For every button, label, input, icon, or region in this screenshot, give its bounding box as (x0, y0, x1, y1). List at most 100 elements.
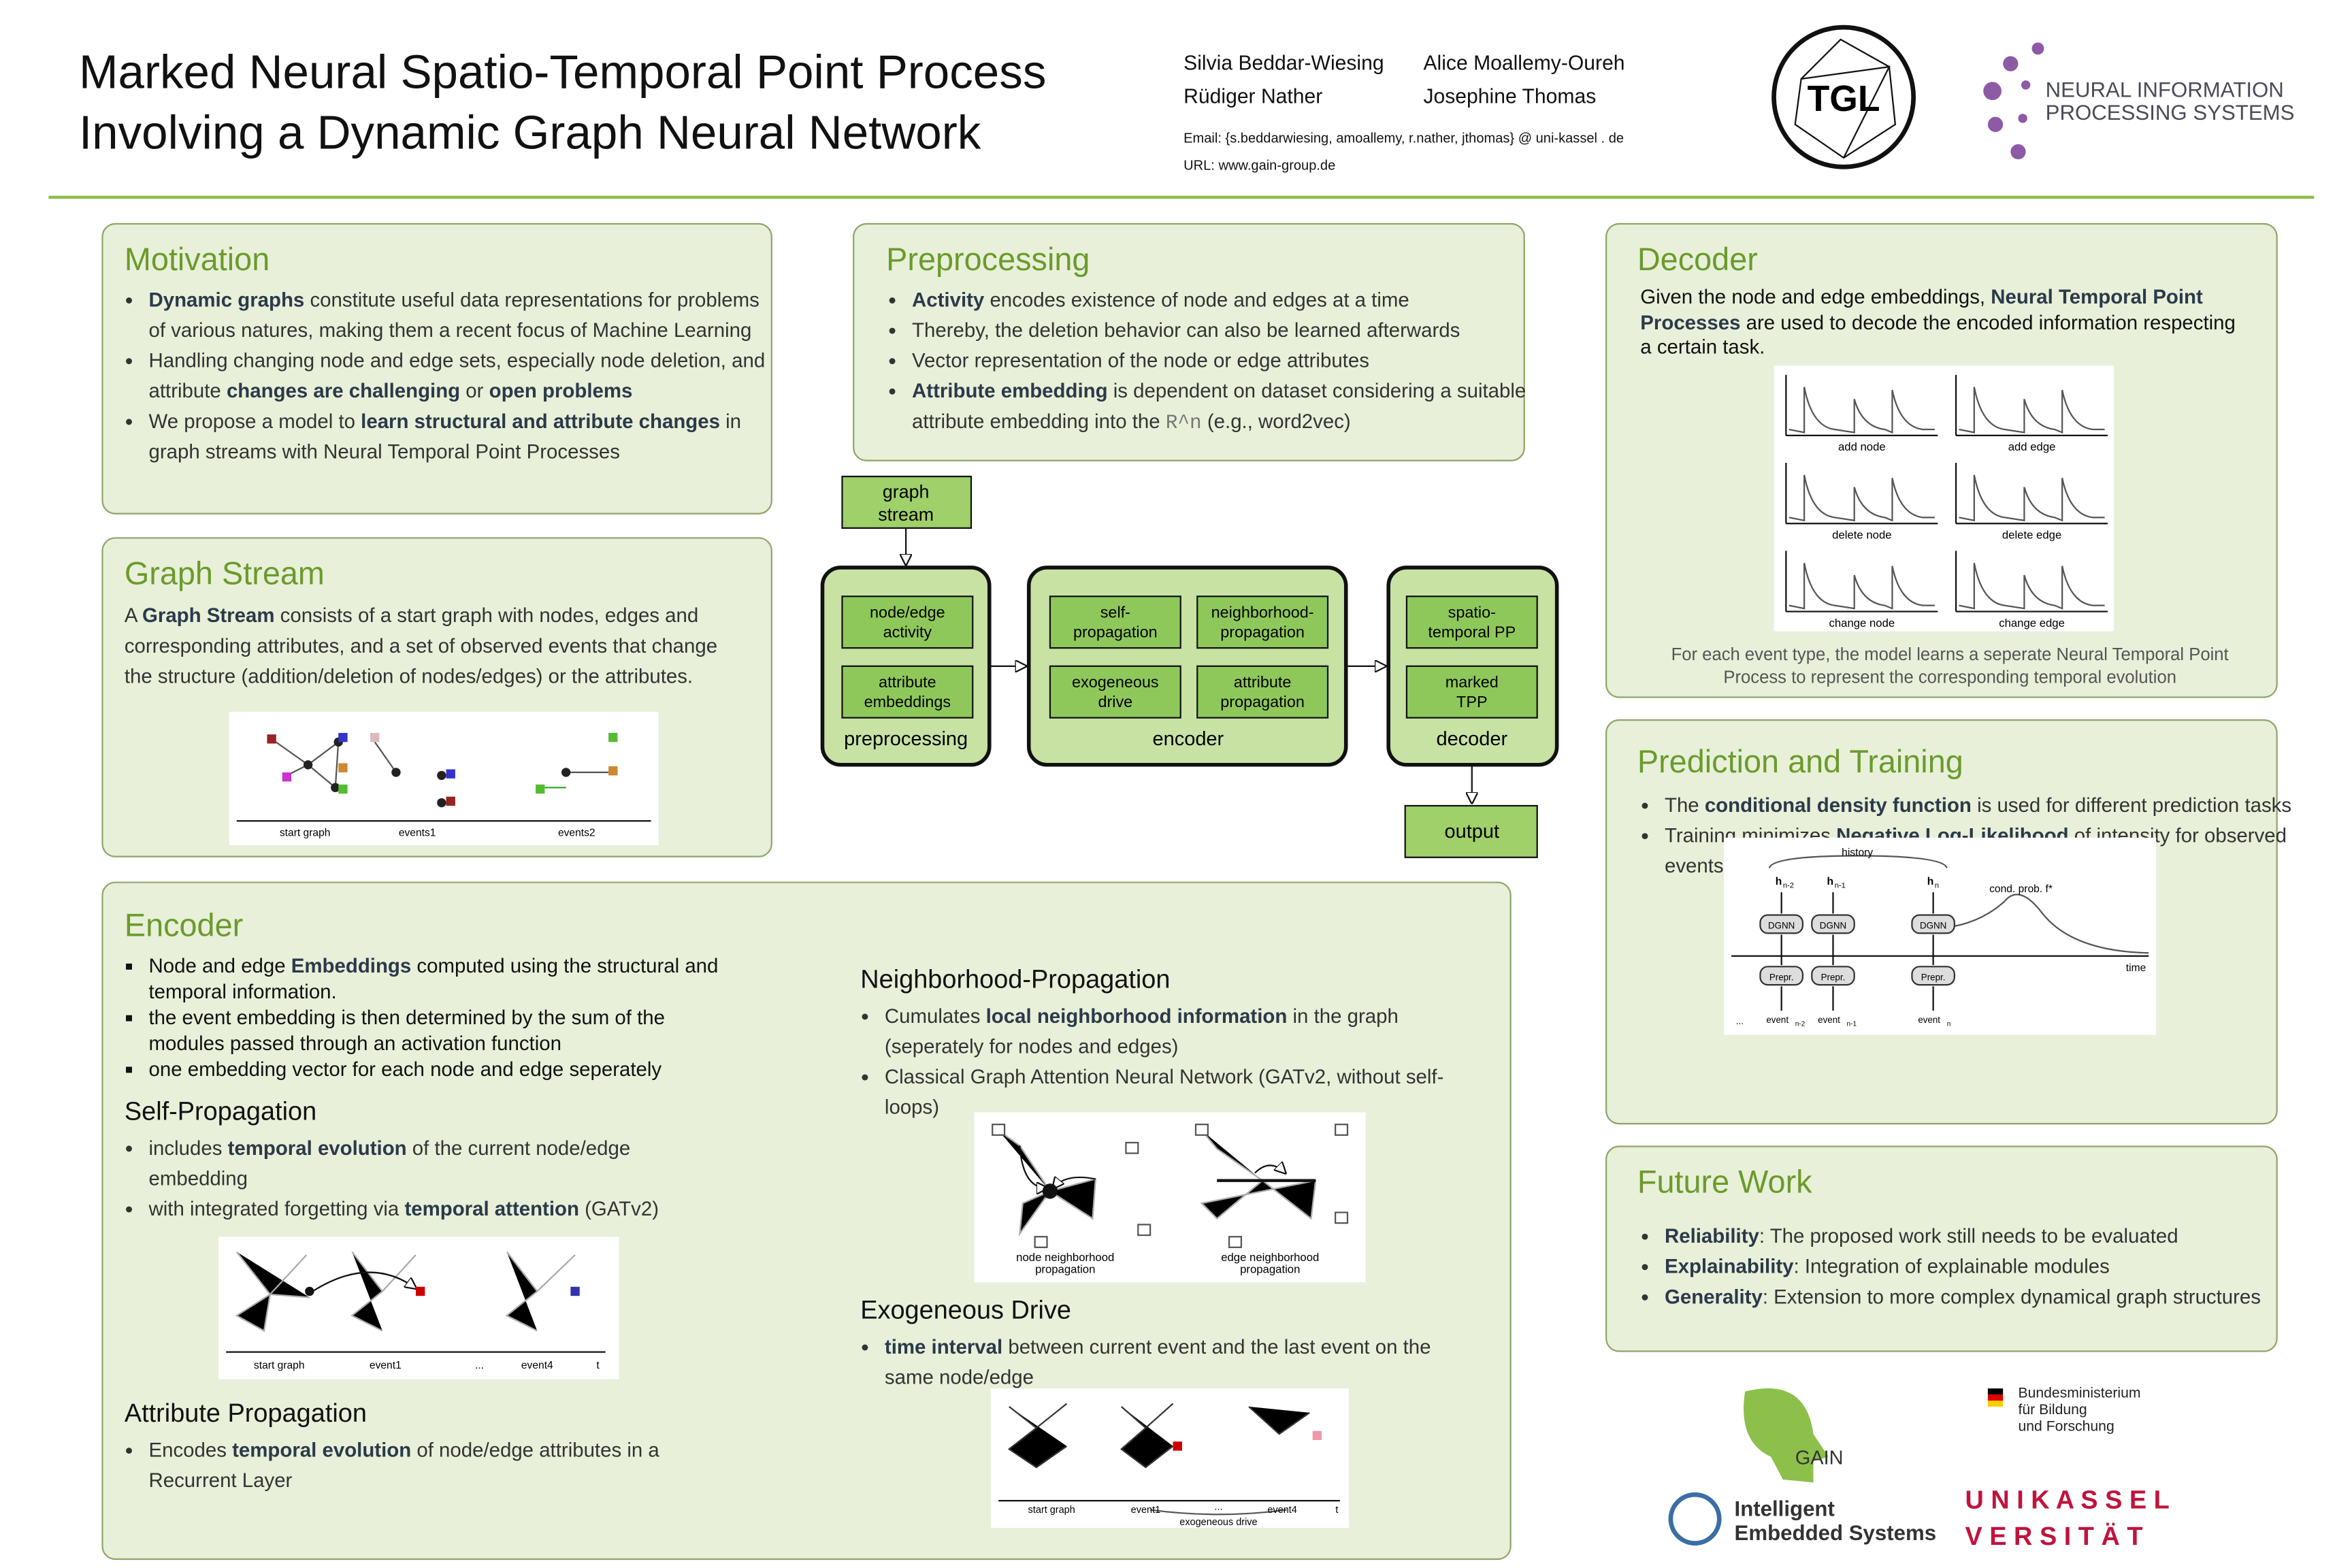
title: Marked Neural Spatio-Temporal Point Proc… (79, 42, 1046, 163)
module-label: embeddings (864, 693, 951, 710)
kassel-logo: U N I K A S S E L (1965, 1486, 2169, 1514)
module-label: temporal PP (1428, 623, 1516, 640)
figure-label: time (2126, 962, 2146, 974)
module-label: attribute (1234, 673, 1292, 691)
section-title: Future Work (1637, 1165, 1812, 1200)
dgnn-node (1811, 914, 1855, 934)
intensity-curve (1788, 563, 1935, 610)
figure-label: Prepr. (1821, 972, 1846, 982)
bullet: We propose a model to learn structural a… (149, 407, 779, 468)
bullet: Attribute embedding is dependent on data… (912, 376, 1565, 438)
figure-label: history (1842, 847, 1873, 859)
title-line: Marked Neural Spatio-Temporal Point Proc… (78, 45, 1047, 99)
text-run: Activity (912, 288, 985, 312)
text-run: The (1664, 794, 1705, 817)
encoder-box: Encoder Node and edge Embeddings compute… (101, 881, 1512, 1561)
figure-label: exogeneous drive (1179, 1517, 1257, 1528)
module (841, 665, 974, 719)
dgnn-node (1759, 914, 1803, 934)
text-run: Reliability (1664, 1224, 1759, 1247)
module-label: attribute (879, 673, 936, 691)
bullet: Cumulates local neighborhood information… (885, 1002, 1477, 1062)
figure-label: n-2 (1795, 1020, 1806, 1028)
text-run: with integrated forgetting via (148, 1197, 405, 1220)
module (1196, 595, 1329, 649)
text-run: : Extension to more complex dynamical gr… (1762, 1285, 2261, 1309)
figure-label: start graph (1028, 1505, 1075, 1516)
text-run: time interval (884, 1335, 1003, 1358)
figure-label: event1 (1131, 1505, 1161, 1516)
module (841, 595, 974, 649)
logos-top: TGL NEURAL INFORMATION PROCESSING SYSTEM… (1771, 24, 2295, 169)
module-label: drive (1098, 693, 1132, 710)
intensity-curve (1959, 563, 2105, 610)
preprocessing-box: Preprocessing Activity encodes existence… (853, 223, 1526, 461)
text-run: Given the node and edge embeddings, (1640, 285, 1991, 308)
figure-label: ... (1736, 1016, 1744, 1026)
column: Node and edge Embeddings computed using … (103, 953, 733, 1224)
bullet: Node and edge Embeddings computed using … (149, 953, 733, 1004)
stage-label: encoder (1153, 728, 1224, 750)
figure: start graph events1 events2 (229, 711, 659, 845)
text-run: between current event and the last event… (884, 1335, 1431, 1389)
stage-label: preprocessing (844, 728, 968, 750)
neurips-logo: PROCESSING SYSTEMS (2046, 101, 2295, 125)
text-run: includes (148, 1137, 228, 1160)
bullet: Reliability: The proposed work still nee… (1665, 1222, 2317, 1252)
node-label: graph (883, 481, 929, 502)
module-label: marked (1446, 673, 1499, 691)
text-run: local neighborhood information (985, 1004, 1288, 1028)
text-run: A (124, 604, 142, 627)
figure-label: add node (1838, 440, 1886, 453)
module-label: activity (883, 623, 932, 640)
figure-label: event4 (521, 1360, 553, 1371)
prediction-box: Prediction and Training The conditional … (1605, 719, 2291, 1125)
text-run: are used to decode the encoded informati… (1640, 310, 2236, 359)
figure-label: n-2 (1783, 881, 1794, 889)
figure-label: event (1766, 1015, 1788, 1025)
logos-bottom: GAIN Intelligent Embedded Systems Bundes… (1668, 1386, 2170, 1551)
node-label: output (1445, 821, 1500, 843)
intensity-curve (1788, 474, 1935, 522)
text-run: computed using the structural and tempor… (148, 954, 719, 1003)
module-label: TPP (1456, 693, 1488, 710)
text-run: in graph streams with Neural Temporal Po… (148, 410, 742, 463)
figure: node neighborhood propagation edge neigh… (974, 1112, 1366, 1283)
text-run: of node/edge attributes in a Recurrent L… (148, 1438, 659, 1492)
figure-label: h (1827, 876, 1834, 887)
motivation-box: Motivation Dynamic graphs constitute use… (101, 223, 772, 514)
text-run: We propose a model to (148, 410, 361, 433)
column: Exogeneous Drive time interval between c… (839, 1281, 1476, 1393)
bullets: includes temporal evolution of the curre… (103, 1134, 733, 1225)
text-run: consists of a start graph with nodes, ed… (124, 604, 718, 688)
figure-label: add edge (2008, 440, 2056, 453)
figure-label: events2 (558, 828, 595, 839)
node-label: stream (878, 504, 934, 525)
figure: start graph event1 ... event4 t (218, 1237, 619, 1379)
figure-label: event (1918, 1015, 1940, 1025)
bullets: Activity encodes existence of node and e… (866, 285, 1565, 438)
text-run: Attribute embedding (912, 379, 1108, 402)
tgl-logo: TGL (1808, 79, 1880, 119)
module-label: spatio- (1448, 603, 1496, 621)
section-title: Prediction and Training (1637, 745, 1963, 781)
future-box: Future Work Reliability: The proposed wo… (1605, 1145, 2278, 1352)
text-run: is used for different prediction tasks (1971, 794, 2292, 817)
bullet: one embedding vector for each node and e… (149, 1056, 733, 1082)
intensity-curve (1959, 387, 2105, 434)
text-run: Classical Graph Attention Neural Network… (884, 1065, 1444, 1119)
prepr-node (1759, 966, 1803, 986)
subsection-title: Exogeneous Drive (860, 1296, 1071, 1325)
author: Josephine Thomas (1423, 84, 1597, 108)
bullet: time interval between current event and … (885, 1333, 1477, 1393)
figure-label: n-1 (1835, 881, 1846, 889)
bullets: Node and edge Embeddings computed using … (103, 953, 733, 1082)
text-run: Cumulates (884, 1004, 986, 1028)
figure-label: t (1335, 1505, 1338, 1516)
module (1049, 595, 1181, 649)
subsection-title: Attribute Propagation (124, 1399, 367, 1428)
text-run: constitute useful data representations f… (148, 288, 760, 342)
text-run: : Integration of explainable modules (1793, 1254, 2110, 1278)
figure-label: edge neighborhood (1221, 1251, 1319, 1264)
